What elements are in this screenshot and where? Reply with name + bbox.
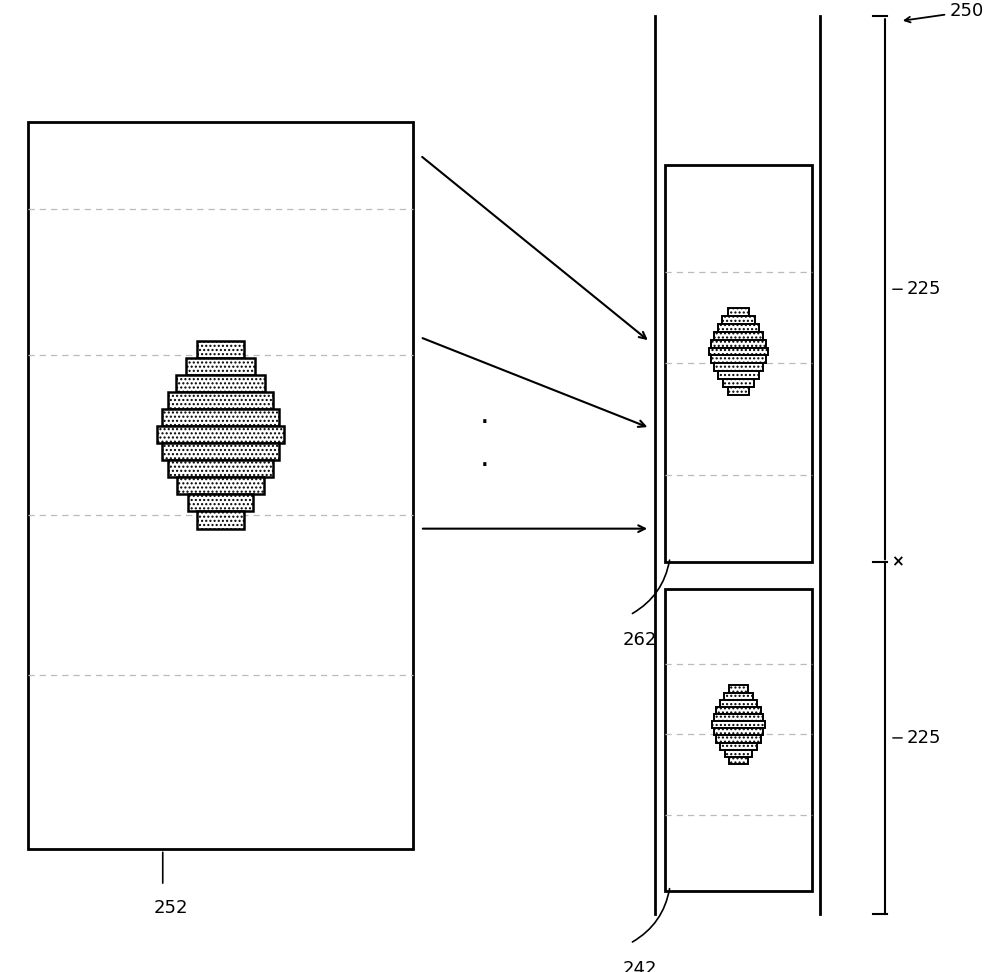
- Bar: [709, 348, 768, 356]
- Bar: [714, 364, 763, 371]
- Bar: [188, 495, 253, 511]
- Bar: [720, 700, 757, 707]
- Bar: [728, 308, 749, 316]
- Bar: [711, 339, 766, 348]
- Bar: [716, 707, 761, 714]
- Bar: [177, 477, 264, 495]
- Bar: [157, 426, 284, 443]
- Bar: [712, 721, 765, 728]
- Bar: [186, 358, 255, 375]
- Bar: [176, 375, 265, 392]
- Bar: [714, 728, 763, 736]
- Text: 225: 225: [907, 280, 942, 298]
- Bar: [162, 443, 279, 460]
- Text: 250: 250: [905, 3, 984, 22]
- Bar: [724, 692, 753, 700]
- Bar: [716, 736, 761, 743]
- Bar: [714, 714, 763, 721]
- Text: 242: 242: [623, 959, 657, 972]
- Bar: [28, 122, 413, 850]
- Text: ×: ×: [891, 555, 904, 570]
- Bar: [729, 757, 748, 764]
- Bar: [718, 324, 759, 331]
- Text: ⋅: ⋅: [480, 409, 490, 437]
- Bar: [711, 356, 766, 364]
- Bar: [665, 589, 812, 890]
- Bar: [168, 392, 273, 409]
- Bar: [728, 387, 749, 396]
- Bar: [168, 460, 273, 477]
- Bar: [197, 341, 244, 358]
- Bar: [714, 331, 763, 339]
- Bar: [723, 379, 754, 387]
- Bar: [725, 749, 752, 757]
- Text: ⋅: ⋅: [480, 452, 490, 481]
- Bar: [665, 164, 812, 562]
- Bar: [718, 371, 759, 379]
- Text: 225: 225: [907, 729, 942, 746]
- Text: 252: 252: [154, 899, 188, 918]
- Bar: [722, 316, 755, 324]
- Bar: [162, 409, 279, 426]
- Bar: [729, 685, 748, 692]
- Bar: [197, 511, 244, 529]
- Bar: [720, 743, 757, 749]
- Text: 262: 262: [623, 631, 657, 649]
